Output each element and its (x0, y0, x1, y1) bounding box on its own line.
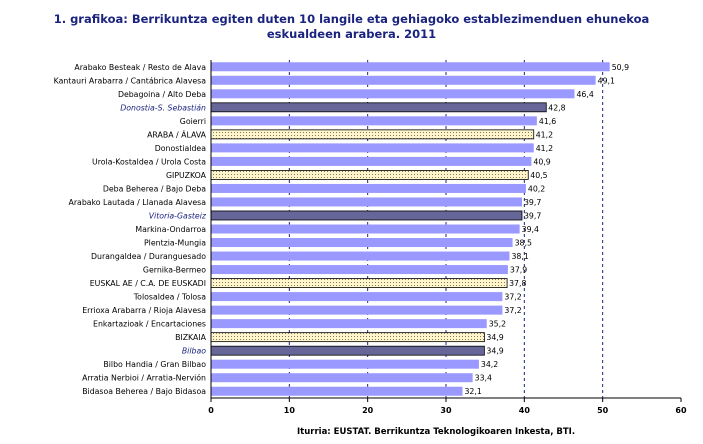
bar-4 (211, 116, 537, 126)
category-label-22: Bilbo Handia / Gran Bilbao (103, 360, 206, 369)
x-tick-label-2: 20 (362, 406, 374, 415)
category-label-21: Bilbao (182, 347, 206, 356)
x-tick-label-4: 40 (519, 406, 531, 415)
value-label-18: 37,2 (504, 306, 521, 315)
x-tick-label-3: 30 (440, 406, 452, 415)
category-label-19: Enkartazioak / Encartaciones (93, 320, 206, 329)
bar-22 (211, 359, 479, 369)
x-tick-label-0: 0 (208, 406, 214, 415)
x-tick-label-6: 60 (675, 406, 687, 415)
value-label-21: 34,9 (486, 347, 503, 356)
value-label-7: 40,9 (533, 157, 550, 166)
value-label-14: 38,1 (511, 252, 528, 261)
category-label-0: Arabako Besteak / Resto de Alava (74, 63, 206, 72)
value-label-3: 42,8 (548, 103, 565, 112)
value-label-6: 41,2 (536, 144, 553, 153)
category-label-7: Urola-Kostaldea / Urola Costa (92, 157, 206, 166)
category-label-1: Kantauri Arabarra / Cantábrica Alavesa (54, 76, 207, 85)
value-label-11: 39,7 (524, 211, 541, 220)
bar-18 (211, 305, 503, 315)
category-label-11: Vitoria-Gasteiz (149, 211, 207, 220)
bar-5 (210, 129, 535, 140)
category-label-2: Debagoina / Alto Deba (118, 90, 206, 99)
bar-6 (211, 143, 534, 153)
value-label-23: 33,4 (475, 374, 492, 383)
value-label-1: 49,1 (598, 76, 615, 85)
bar-12 (211, 224, 520, 234)
value-label-12: 39,4 (522, 225, 539, 234)
value-label-22: 34,2 (481, 360, 498, 369)
category-label-16: EUSKAL AE / C.A. DE EUSKADI (90, 279, 206, 288)
value-label-15: 37,9 (510, 266, 527, 275)
bar-3 (210, 102, 547, 113)
bar-13 (211, 238, 513, 248)
category-label-13: Plentzia-Mungia (144, 239, 206, 248)
category-label-14: Durangaldea / Duranguesado (91, 252, 206, 261)
bar-8 (210, 170, 529, 180)
x-tick-label-1: 10 (284, 406, 296, 415)
bar-23 (211, 373, 473, 383)
value-label-9: 40,2 (528, 184, 545, 193)
value-label-19: 35,2 (489, 320, 506, 329)
value-label-16: 37,8 (509, 279, 526, 288)
source-note: Iturria: EUSTAT. Berrikuntza Teknologiko… (297, 427, 576, 437)
category-label-8: GIPUZKOA (166, 171, 207, 180)
value-label-0: 50,9 (612, 63, 629, 72)
bar-16 (210, 278, 508, 288)
value-label-13: 38,5 (515, 239, 532, 248)
bar-17 (211, 292, 503, 302)
value-label-4: 41,6 (539, 117, 556, 126)
bar-0 (211, 62, 610, 72)
bar-11 (210, 210, 523, 221)
value-label-17: 37,2 (504, 293, 521, 302)
category-label-15: Gernika-Bermeo (143, 266, 206, 275)
bar-19 (211, 319, 487, 329)
bar-20 (210, 332, 485, 343)
value-label-5: 41,2 (536, 130, 553, 139)
category-label-4: Goierri (180, 117, 206, 126)
bar-21 (210, 345, 485, 356)
value-label-2: 46,4 (576, 90, 593, 99)
chart-title: 1. grafikoa: Berrikuntza egiten duten 10… (0, 12, 703, 42)
bar-24 (211, 386, 463, 396)
value-label-24: 32,1 (464, 387, 481, 396)
category-label-3: Donostia-S. Sebastián (120, 103, 206, 112)
category-label-10: Arabako Lautada / Llanada Alavesa (69, 198, 207, 207)
category-label-6: Donostialdea (155, 144, 206, 153)
x-tick-label-5: 50 (597, 406, 609, 415)
bar-9 (211, 183, 526, 193)
bar-14 (211, 251, 510, 261)
value-label-20: 34,9 (486, 333, 503, 342)
bar-15 (211, 265, 508, 275)
bar-10 (211, 197, 522, 207)
chart-title-line-2: eskualdeen arabera. 2011 (266, 27, 437, 41)
bar-1 (211, 75, 596, 85)
category-label-12: Markina-Ondarroa (135, 225, 206, 234)
category-label-20: BIZKAIA (175, 333, 207, 342)
value-label-8: 40,5 (530, 171, 547, 180)
category-label-5: ARABA / ÁLAVA (147, 130, 207, 139)
category-label-23: Arratia Nerbioi / Arratia-Nervión (82, 374, 206, 383)
category-label-24: Bidasoa Beherea / Bajo Bidasoa (82, 387, 206, 396)
category-label-9: Deba Beherea / Bajo Deba (103, 184, 206, 193)
bar-2 (211, 89, 575, 99)
bar-7 (211, 156, 532, 166)
value-label-10: 39,7 (524, 198, 541, 207)
chart-title-line-1: 1. grafikoa: Berrikuntza egiten duten 10… (53, 12, 650, 26)
category-label-17: Tolosaldea / Tolosa (133, 293, 206, 302)
category-label-18: Errioxa Arabarra / Rioja Alavesa (82, 306, 206, 315)
